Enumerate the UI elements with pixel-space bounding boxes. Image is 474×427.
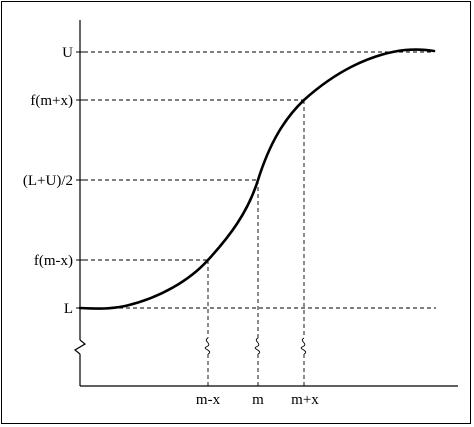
label-f-m-plus-x: f(m+x) (30, 93, 73, 109)
y-axis-break-icon (73, 339, 87, 355)
label-l: L (64, 301, 73, 317)
label-m-plus-x: m+x (291, 392, 319, 408)
guide-m-minus-x-break-icon (204, 337, 211, 355)
guide-m-break-icon (254, 337, 261, 355)
guide-m-plus-x-break-icon (300, 337, 307, 355)
label-m: m (252, 392, 264, 408)
label-u: U (62, 45, 73, 61)
sigmoid-curve (78, 48, 436, 310)
label-f-m-minus-x: f(m-x) (34, 253, 73, 269)
label-m-minus-x: m-x (196, 392, 221, 408)
label-midpoint: (L+U)/2 (23, 173, 73, 189)
